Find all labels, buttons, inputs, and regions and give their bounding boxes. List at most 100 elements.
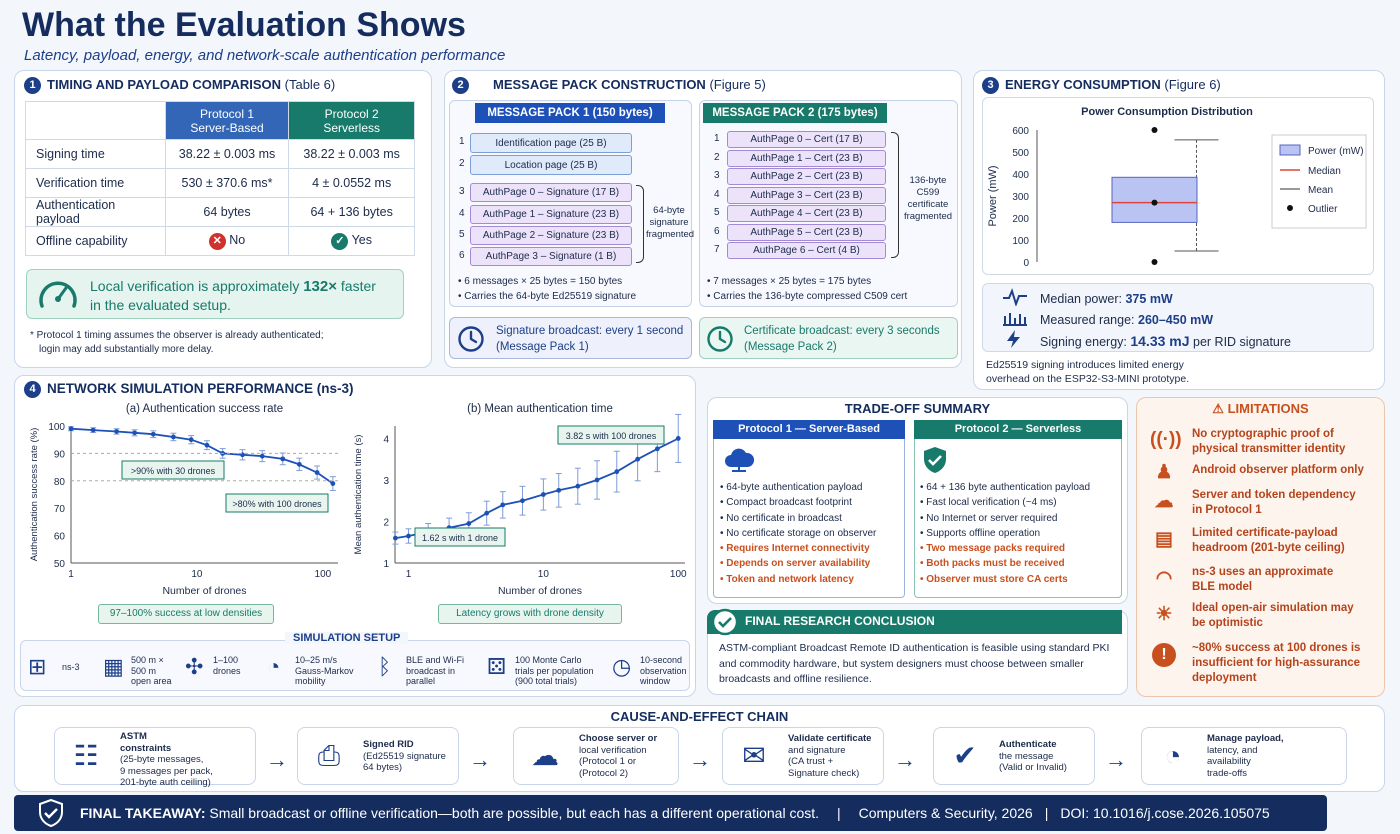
- chain-line: Manage payload,: [1207, 733, 1284, 744]
- pill-number: 6: [714, 225, 720, 237]
- setup-line: open area: [131, 676, 172, 686]
- setup-item-text: ns-3: [62, 662, 80, 673]
- no-icon: ✕: [208, 232, 226, 250]
- row-label: Verification time: [25, 168, 166, 198]
- chain-line: Signed RID: [363, 739, 414, 750]
- annotation-box: [414, 527, 506, 547]
- chain-line: Choose server or: [579, 733, 658, 744]
- limitation-line: ns-3 uses an approximate: [1192, 566, 1334, 578]
- chain-line: Signature check): [788, 767, 860, 779]
- section-number: 3: [982, 77, 999, 95]
- signature-broadcast-box: [449, 317, 692, 359]
- energy-title: 3 ENERGY CONSUMPTION (Figure 6): [982, 77, 1221, 95]
- energy-box-chart: Power Consumption Distribution Power (mW)…: [987, 106, 1367, 269]
- y-tick-label: 4: [383, 434, 389, 445]
- setup-item-text: 1–100 drones: [213, 655, 241, 676]
- cloud-icon: ☁: [1154, 491, 1174, 512]
- map-icon: ▦: [103, 654, 124, 679]
- arrow-right-icon: →: [894, 747, 916, 772]
- chain-line: Authenticate: [999, 739, 1057, 750]
- pack1-bullets: • 6 messages × 25 bytes = 150 bytes • Car…: [458, 276, 637, 302]
- limitation-text: ~80% success at 100 drones is insufficien…: [1192, 641, 1360, 686]
- annotation-label: 1.62 s with 1 drone: [422, 533, 498, 543]
- check-circle-icon: [711, 608, 739, 636]
- limitations-panel: [1136, 397, 1385, 697]
- tradeoff-title: TRADE-OFF SUMMARY: [844, 401, 991, 416]
- pill-number: 6: [459, 250, 465, 261]
- drone-icon: ✣: [185, 654, 204, 679]
- setup-line: window: [640, 676, 671, 686]
- energy-note: Ed25519 signing introduces limited energ…: [986, 359, 1190, 385]
- x-tick-label: 100: [670, 569, 687, 580]
- pack1-brace: [636, 185, 644, 263]
- y-axis-label: Mean authentication time (s): [353, 435, 364, 555]
- pack1-brace-label: 64-byte signature fragmented: [646, 205, 695, 240]
- chain-title: CAUSE-AND-EFFECT CHAIN: [610, 709, 789, 724]
- network-title-text: NETWORK SIMULATION PERFORMANCE (ns-3): [47, 381, 354, 397]
- bluetooth-icon: ᛒ: [378, 654, 392, 679]
- pack-title-text: MESSAGE PACK CONSTRUCTION: [493, 77, 706, 92]
- y-tick-label: 200: [1012, 214, 1029, 225]
- message-page-pill: AuthPage 0 – Signature (17 B): [470, 183, 632, 202]
- pro-text: No certificate storage on observer: [726, 527, 877, 539]
- data-point: [500, 502, 506, 508]
- series-line: [395, 437, 679, 539]
- energy-title-ref: (Figure 6): [1164, 77, 1221, 92]
- pro-text: Supports offline operation: [926, 527, 1041, 539]
- limitation-text: No cryptographic proof of physical transm…: [1192, 427, 1345, 457]
- clock-icon: [707, 326, 733, 352]
- no-label: No: [229, 232, 246, 247]
- data-point: [90, 427, 96, 433]
- certificate-icon: ✉: [742, 740, 766, 771]
- limitation-line: BLE model: [1192, 581, 1253, 593]
- section-number: 1: [24, 77, 41, 95]
- setup-line: drones: [213, 665, 241, 676]
- chain-line: and signature: [788, 744, 846, 756]
- con-text: Both packs must be received: [926, 558, 1065, 570]
- chart-b-caption: Latency grows with drone density: [438, 604, 622, 624]
- setup-line: 500 m ×: [131, 655, 164, 665]
- message-page-pill: AuthPage 3 – Cert (23 B): [727, 186, 886, 204]
- tradeoff-pro: • 64-byte authentication payload: [720, 482, 863, 493]
- limitation-text: Limited certificate-payload headroom (201…: [1192, 526, 1345, 556]
- pill-number: 4: [714, 188, 720, 200]
- setup-item-text: 500 m × 500 m open area: [131, 655, 172, 687]
- data-point: [68, 426, 74, 432]
- message-pack-2-label: MESSAGE PACK 2 (175 bytes): [703, 103, 887, 123]
- row-label: Signing time: [25, 139, 166, 169]
- chain-line: (25-byte messages,: [120, 754, 204, 765]
- message-page-pill: AuthPage 1 – Cert (23 B): [727, 149, 886, 167]
- setup-item-text: 10-second observation window: [640, 655, 687, 687]
- line-chart-title: (a) Authentication success rate: [126, 403, 283, 415]
- col-header-protocol2: Protocol 2 Serverless: [288, 101, 415, 140]
- chain-step-text: Manage payload, latency, and availability t…: [1207, 733, 1284, 779]
- setup-line: BLE and Wi-Fi: [406, 655, 465, 665]
- chain-step: [722, 727, 884, 785]
- callout-text: Local verification is approximately 132×…: [90, 278, 376, 313]
- chain-step-text: Authenticate the message (Valid or Invalid…: [999, 739, 1067, 774]
- pill-number: 5: [714, 207, 720, 218]
- row-label: Offline capability: [25, 226, 166, 256]
- tradeoff-pro: • Compact broadcast footprint: [720, 497, 852, 509]
- setup-line: 1–100: [213, 655, 239, 665]
- success-rate-chart: (a) Authentication success rate 50 60 70 80 9…: [29, 403, 338, 597]
- x-tick-label: 1: [68, 569, 74, 580]
- x-tick-label: 100: [315, 569, 332, 580]
- chain-line: latency, and: [1207, 744, 1258, 756]
- shield-check-icon: [924, 447, 946, 473]
- chain-line: (CA trust +: [788, 756, 834, 767]
- chain-step-text: Choose server or local verification (Proto…: [579, 733, 657, 779]
- tradeoff-pro: • Fast local verification (~4 ms): [920, 497, 1057, 509]
- data-point: [614, 469, 620, 475]
- timing-footnote: * Protocol 1 timing assumes the observer…: [30, 330, 324, 355]
- chain-step: [297, 727, 459, 785]
- limitation-line: in Protocol 1: [1192, 504, 1262, 516]
- gauge-icon: [39, 281, 77, 308]
- pro-text: No Internet or server required: [926, 512, 1058, 524]
- arrow-right-icon: →: [266, 747, 288, 772]
- tradeoff-pro: • Supports offline operation: [920, 527, 1041, 539]
- setup-line: 500 m: [131, 665, 157, 676]
- message-page-pill: Identification page (25 B): [470, 133, 632, 153]
- data-point: [594, 477, 600, 483]
- limitation-text: ns-3 uses an approximate BLE model: [1192, 565, 1333, 595]
